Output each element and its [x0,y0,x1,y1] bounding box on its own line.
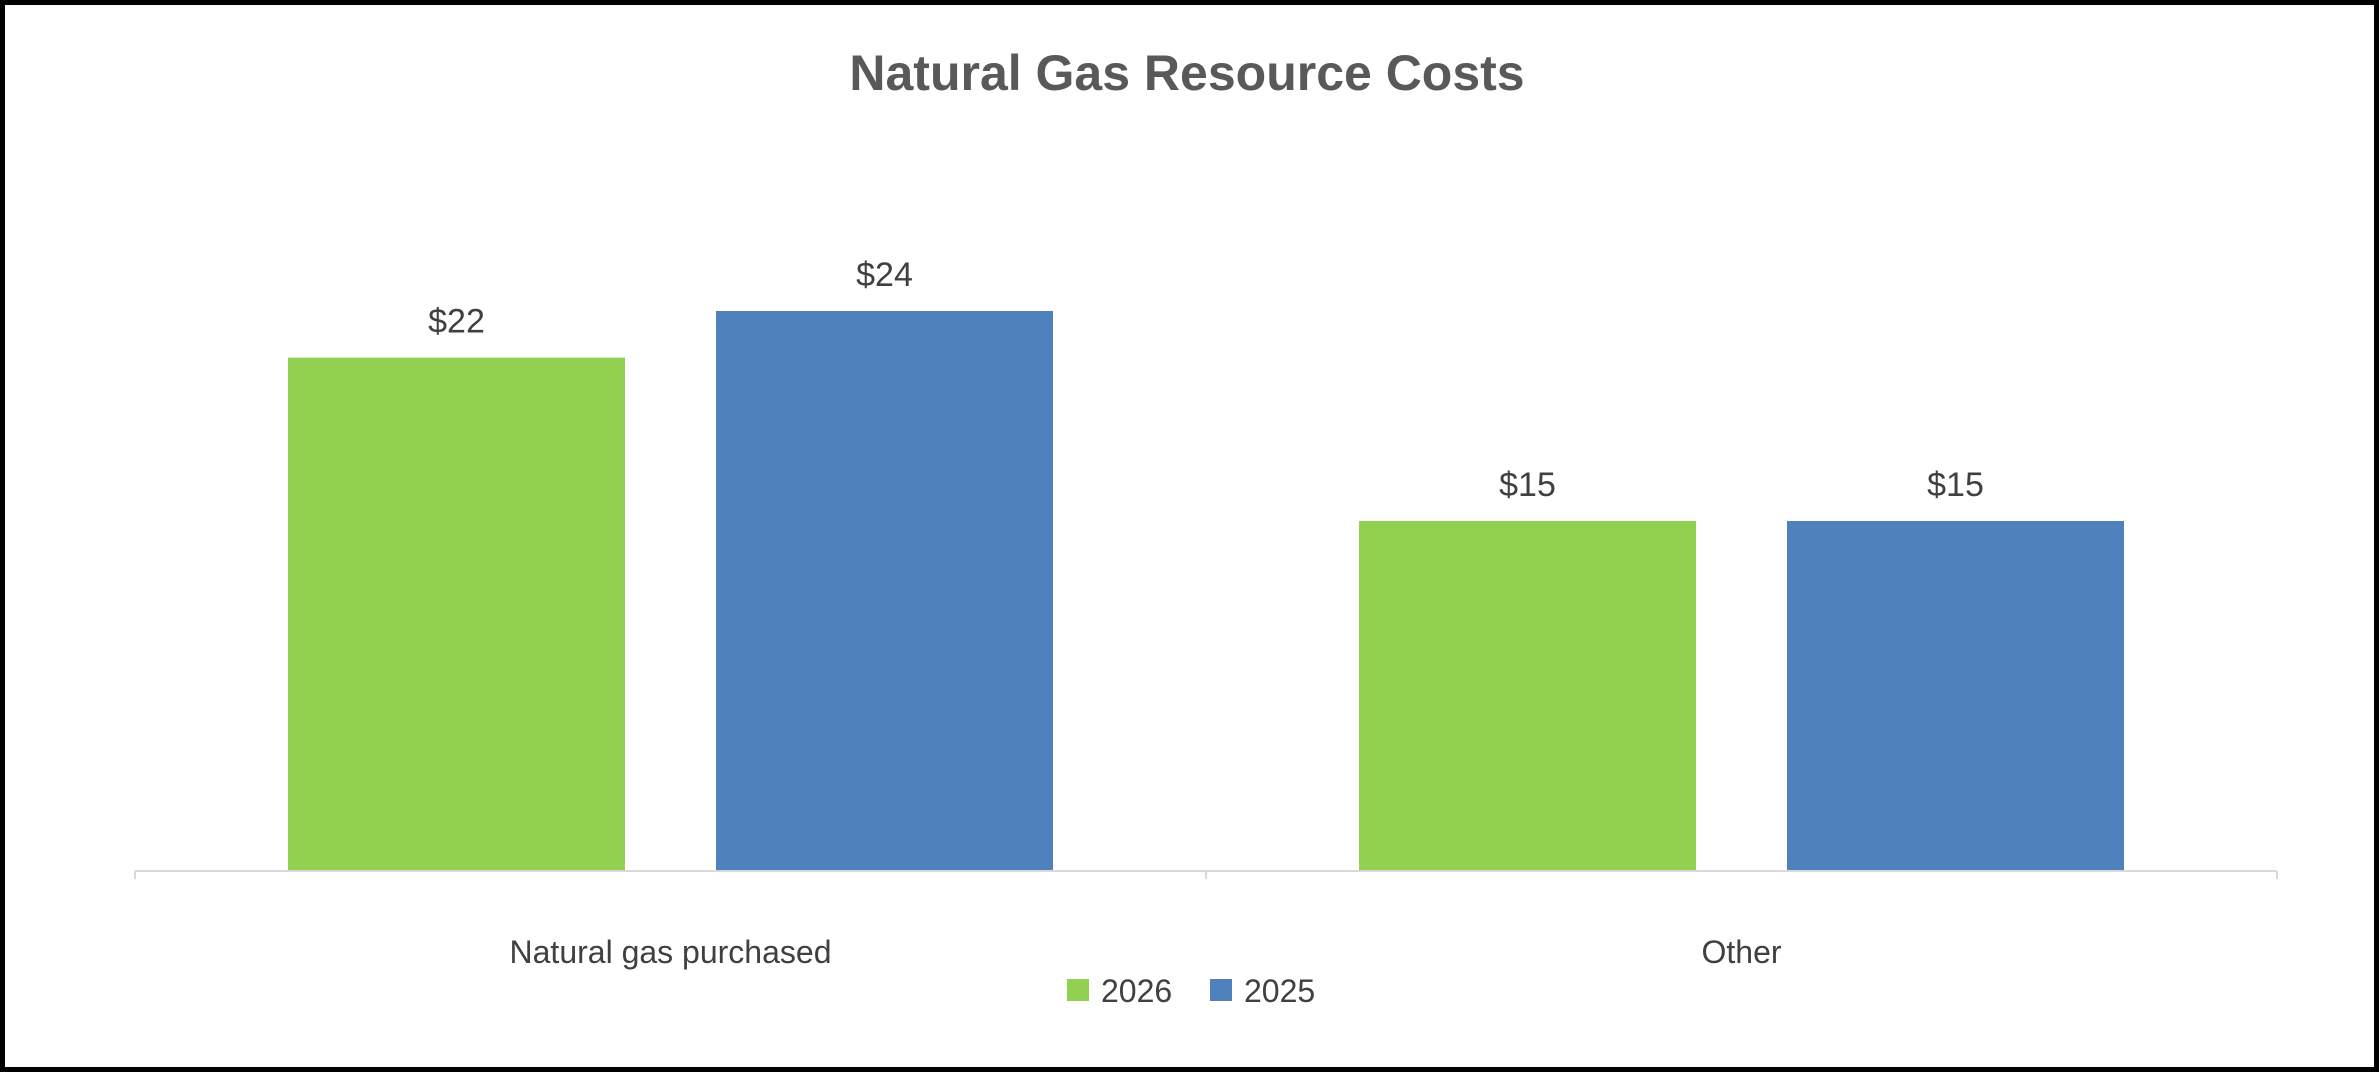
data-label-2026-1: $22 [428,303,485,341]
legend-label-2026: 2026 [1101,973,1172,1009]
legend-swatch-2026 [1067,979,1089,1001]
bar-2026-1 [288,357,625,872]
legend-label-2025: 2025 [1244,973,1315,1009]
data-label-2025-1: $24 [856,256,913,294]
bar-chart: Natural Gas Resource Costs $22$24$15 $15 … [134,45,2278,1009]
data-labels-group: $22 $24 $15 $15 [428,256,1984,504]
bar-2025-2 [1787,521,2124,871]
category-label-1: Natural gas purchased [510,934,832,970]
category-labels-group: Natural gas purchased Other [510,934,1782,970]
chart-title: Natural Gas Resource Costs [849,45,1524,101]
bars-group [288,311,2124,872]
bar-2025-1 [716,311,1053,871]
bar-2026-2 [1359,521,1696,871]
data-label-2025-2: $15 [1927,466,1984,504]
x-axis [134,870,2278,879]
category-label-2: Other [1701,934,1781,970]
legend: 2026 2025 [1067,973,1315,1009]
data-label-2026-2: $15 [1499,466,1556,504]
legend-swatch-2025 [1210,979,1232,1001]
